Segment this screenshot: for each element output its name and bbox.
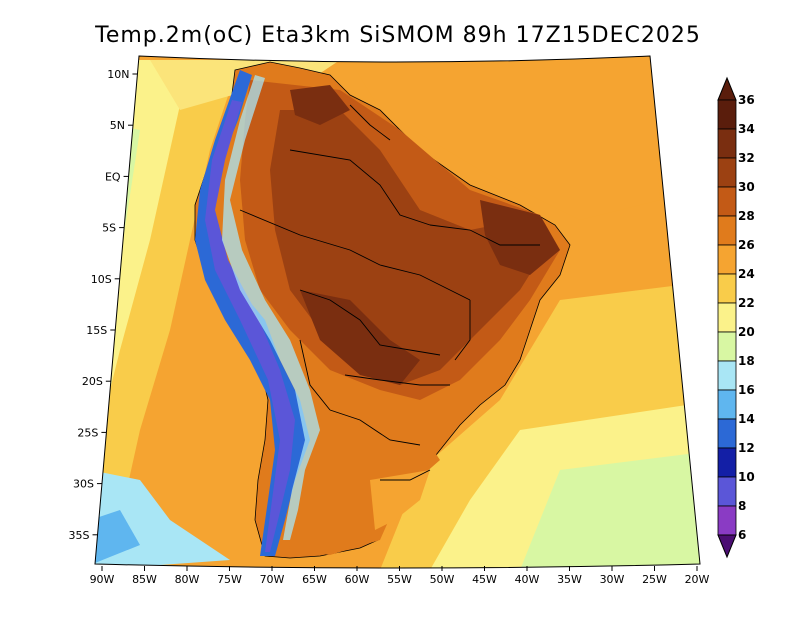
lon-tick-label: 65W <box>302 573 327 586</box>
andes-colder-band <box>205 100 295 552</box>
colorbar-label: 6 <box>738 528 746 542</box>
lon-tick-label: 70W <box>260 573 285 586</box>
pacific-colder-south <box>95 510 140 565</box>
map-border <box>94 55 701 569</box>
lat-tick-label: 5S <box>102 222 116 235</box>
colorbar-label: 32 <box>738 151 755 165</box>
colorbar-swatch <box>717 331 737 362</box>
lon-tick-label: 25W <box>642 573 667 586</box>
colorbar-label: 26 <box>738 238 755 252</box>
lon-tick-label: 40W <box>515 573 540 586</box>
lat-tick-label: 35S <box>69 529 90 542</box>
colorbar-label: 10 <box>738 470 755 484</box>
land-max-central <box>300 290 420 385</box>
lat-tick-label: 15S <box>86 324 107 337</box>
lon-tick-label: 85W <box>132 573 157 586</box>
map-title: Temp.2m(oC) Eta3km SiSMOM 89h 17Z15DEC20… <box>94 23 701 48</box>
colorbar-swatch <box>717 447 737 478</box>
lon-tick-label: 20W <box>685 573 710 586</box>
southern-cone-warm <box>285 400 440 555</box>
colorbar-swatch <box>717 157 737 188</box>
atlantic-north-warm <box>350 60 660 220</box>
lon-tick-label: 60W <box>345 573 370 586</box>
lon-tick-label: 75W <box>217 573 242 586</box>
latitude-ticks: 10N 5N EQ 5S 10S 15S 20S 25S 30S 35S <box>69 68 138 542</box>
colorbar-swatch <box>717 476 737 507</box>
atlantic-cooler <box>520 450 700 568</box>
colorbar: 36 34 32 30 28 26 24 22 20 18 16 14 12 10 8 6 <box>717 76 755 559</box>
colorbar-swatch <box>717 99 737 130</box>
colorbar-label: 14 <box>738 412 755 426</box>
lon-tick-label: 80W <box>175 573 200 586</box>
colorbar-label: 36 <box>738 93 755 107</box>
lat-tick-label: 10S <box>91 273 112 286</box>
colorbar-swatch <box>717 186 737 217</box>
colorbar-label: 30 <box>738 180 755 194</box>
longitude-ticks: 90W 85W 80W 75W 70W 65W 60W 55W 50W 45W 40W 35W 30W 2… <box>90 566 710 586</box>
colorbar-swatch <box>717 360 737 391</box>
colorbar-swatch <box>717 128 737 159</box>
colorbar-label: 18 <box>738 354 755 368</box>
land-max-north <box>290 85 350 125</box>
colorbar-label: 22 <box>738 296 755 310</box>
colorbar-bottom-arrow <box>717 534 737 559</box>
southern-cone-mild <box>370 470 430 530</box>
lon-tick-label: 30W <box>600 573 625 586</box>
land-max-northeast <box>480 200 560 275</box>
lon-tick-label: 55W <box>387 573 412 586</box>
lat-tick-label: 10N <box>107 68 129 81</box>
lon-tick-label: 50W <box>430 573 455 586</box>
lat-tick-label: 20S <box>82 375 103 388</box>
country-borders <box>239 104 540 481</box>
lon-tick-label: 45W <box>472 573 497 586</box>
lon-tick-label: 35W <box>557 573 582 586</box>
colorbar-label: 16 <box>738 383 755 397</box>
colorbar-label: 8 <box>738 499 746 513</box>
map-panel <box>94 55 701 569</box>
colorbar-top-arrow <box>717 76 737 101</box>
colorbar-swatch <box>717 273 737 304</box>
colorbar-label: 12 <box>738 441 755 455</box>
colorbar-swatch <box>717 418 737 449</box>
colorbar-swatch <box>717 302 737 333</box>
colorbar-label: 28 <box>738 209 755 223</box>
lat-tick-label: EQ <box>105 170 121 183</box>
colorbar-swatch <box>717 389 737 420</box>
colorbar-label: 34 <box>738 122 755 136</box>
lat-tick-label: 5N <box>110 119 125 132</box>
colorbar-label: 24 <box>738 267 755 281</box>
lat-tick-label: 25S <box>77 426 98 439</box>
colorbar-label: 20 <box>738 325 755 339</box>
lat-tick-label: 30S <box>73 478 94 491</box>
colorbar-swatch <box>717 215 737 246</box>
colorbar-swatch <box>717 244 737 275</box>
lon-tick-label: 90W <box>90 573 115 586</box>
colorbar-swatch <box>717 505 737 536</box>
